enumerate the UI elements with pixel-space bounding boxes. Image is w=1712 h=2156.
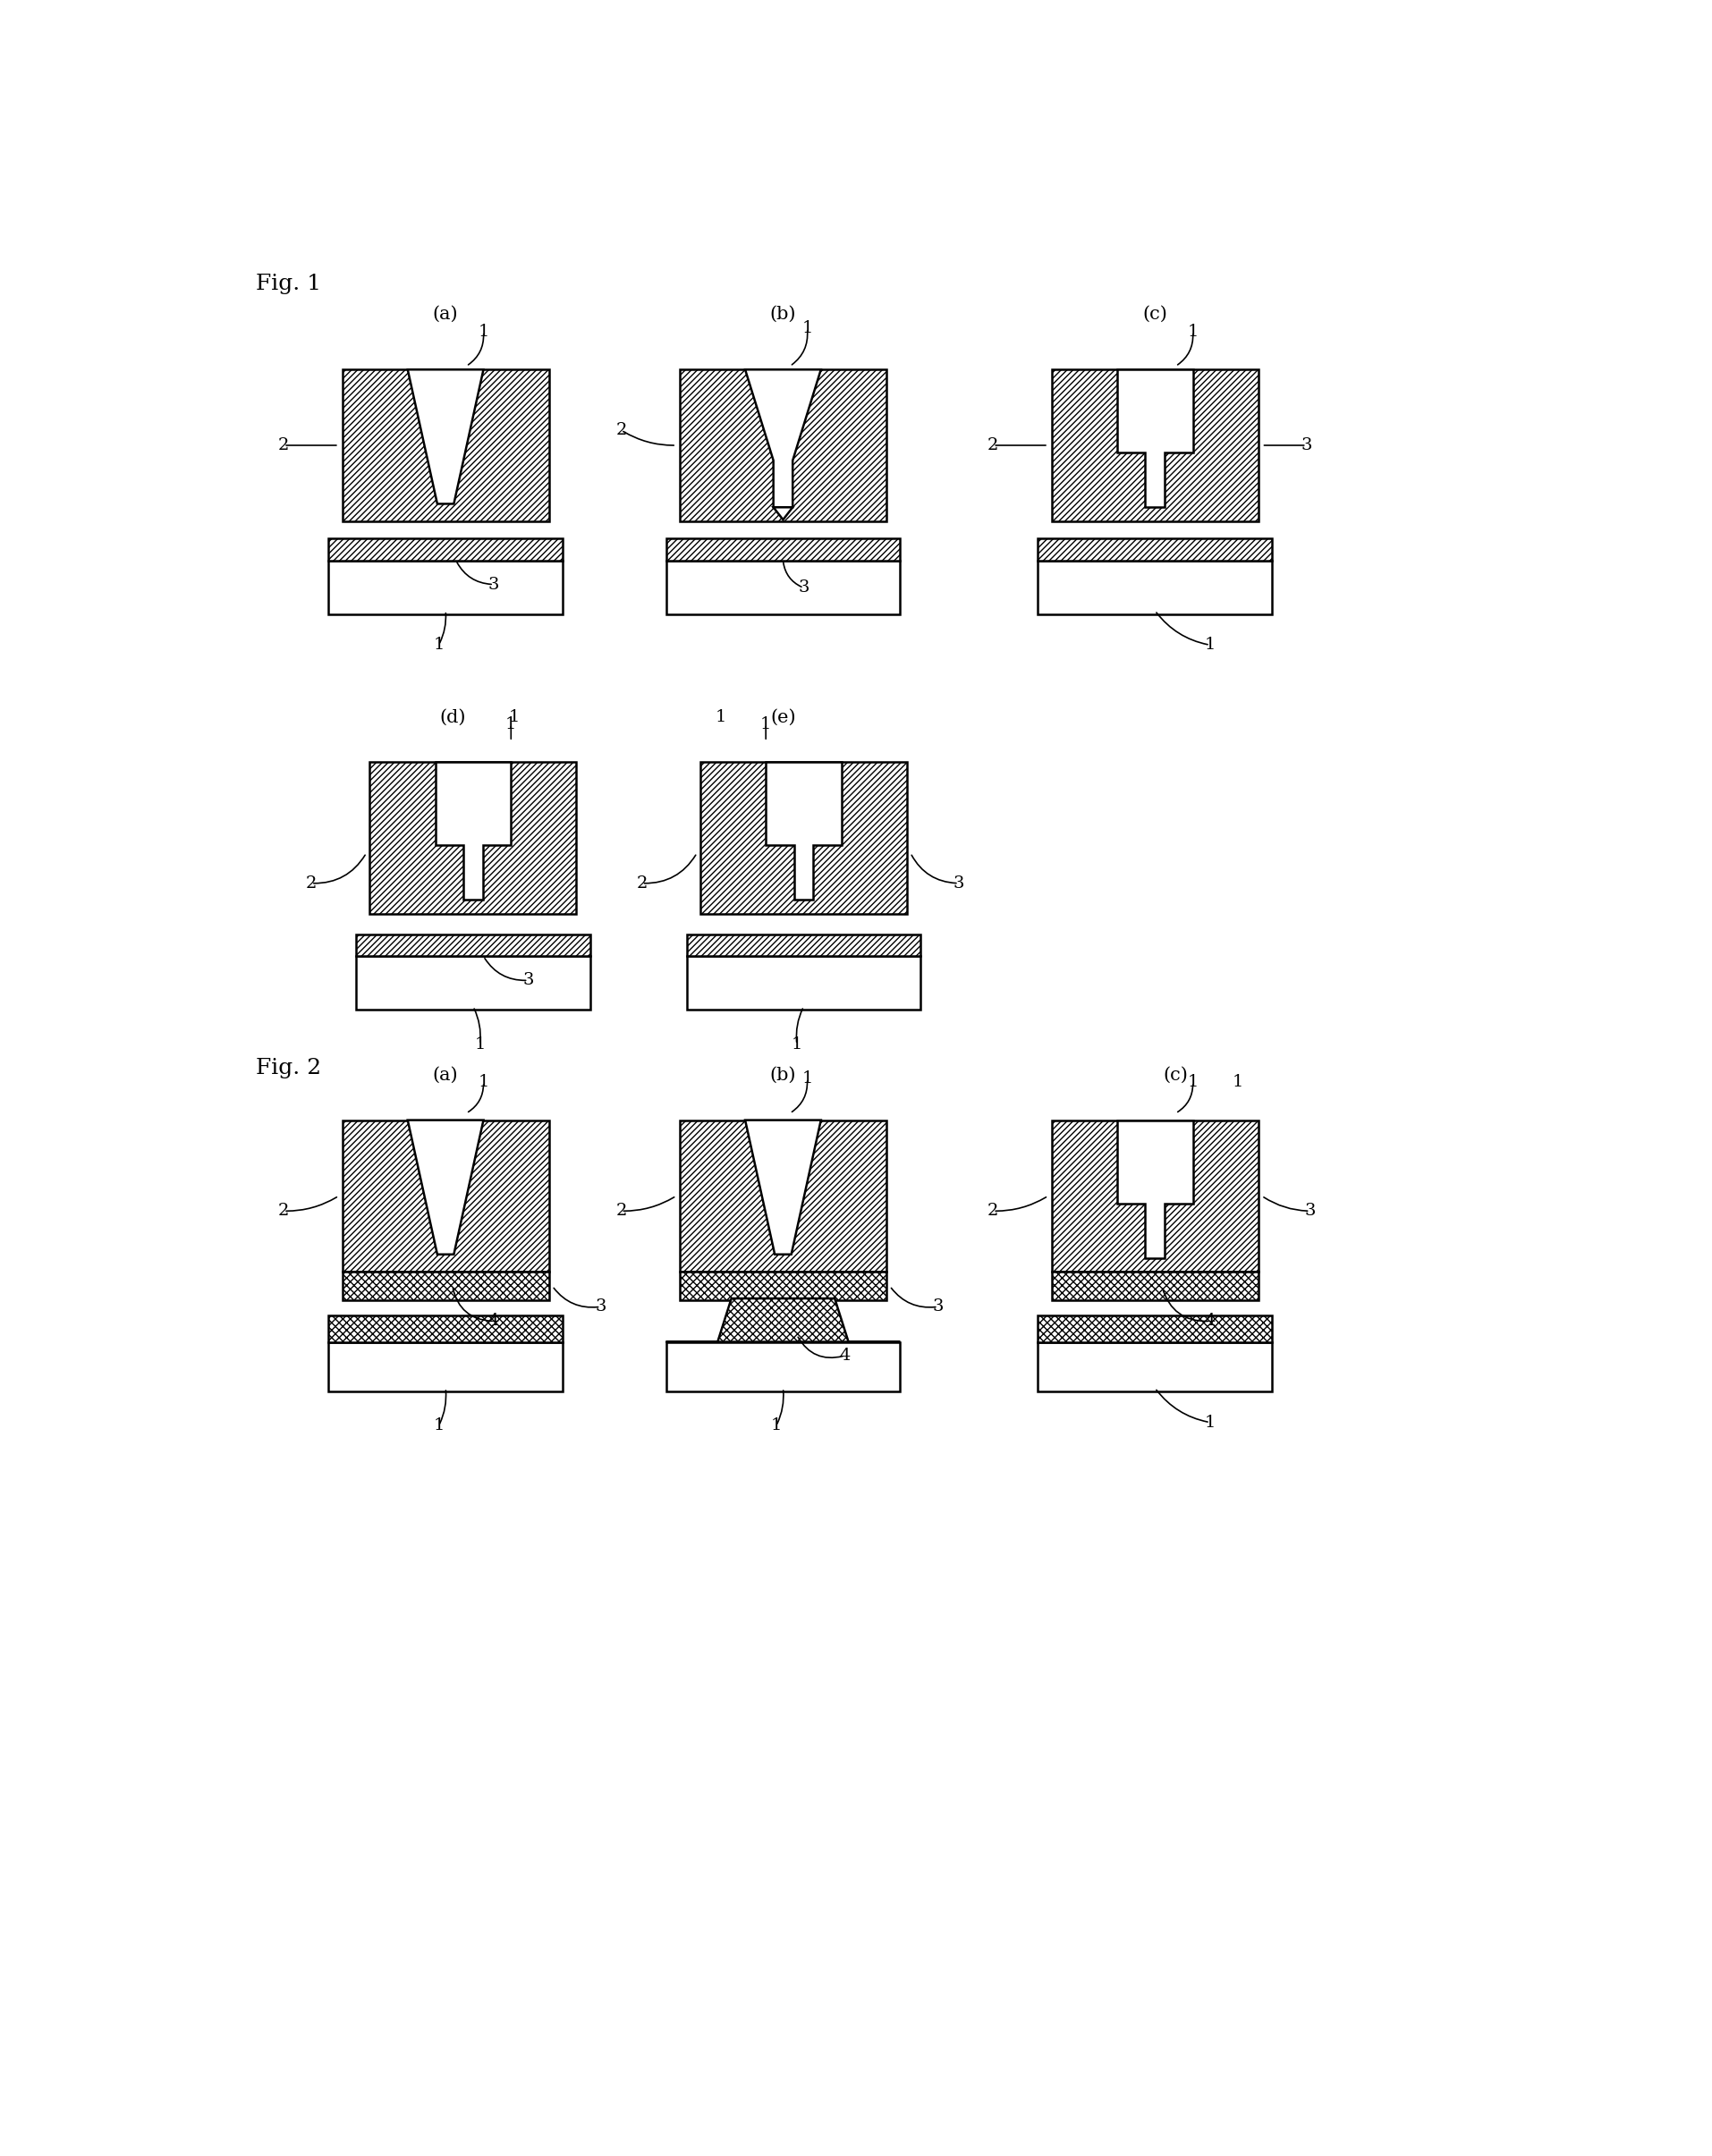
Text: 3: 3 xyxy=(933,1298,943,1315)
Text: 2: 2 xyxy=(616,423,627,438)
Text: 4: 4 xyxy=(839,1348,851,1363)
Text: (c): (c) xyxy=(1162,1067,1188,1084)
Bar xyxy=(680,1272,887,1300)
Text: 1: 1 xyxy=(760,716,772,733)
Text: 1: 1 xyxy=(433,636,443,653)
Bar xyxy=(329,1341,563,1391)
Text: 3: 3 xyxy=(596,1298,606,1315)
Text: 1: 1 xyxy=(478,1074,490,1091)
Text: 1: 1 xyxy=(1205,636,1216,653)
Polygon shape xyxy=(745,1121,822,1255)
Text: (b): (b) xyxy=(770,306,796,323)
Bar xyxy=(680,1121,887,1272)
Bar xyxy=(342,369,550,522)
Polygon shape xyxy=(407,369,483,505)
Bar xyxy=(1051,369,1258,522)
Bar xyxy=(687,934,921,957)
Bar xyxy=(356,957,591,1009)
Text: 1: 1 xyxy=(1188,323,1198,341)
Bar xyxy=(1051,1121,1258,1272)
Text: (a): (a) xyxy=(433,306,459,323)
Polygon shape xyxy=(765,761,842,899)
Text: (c): (c) xyxy=(1142,306,1168,323)
Text: 2: 2 xyxy=(637,875,647,890)
Polygon shape xyxy=(745,369,822,507)
Text: 3: 3 xyxy=(954,875,964,890)
Text: 1: 1 xyxy=(1188,1074,1198,1091)
Text: 2: 2 xyxy=(988,1203,998,1218)
Text: 3: 3 xyxy=(488,576,500,593)
Bar xyxy=(1051,1272,1258,1300)
Text: 2: 2 xyxy=(988,438,998,453)
Text: 1: 1 xyxy=(791,1037,803,1052)
Text: Fig. 2: Fig. 2 xyxy=(257,1059,322,1078)
Text: 3: 3 xyxy=(1301,438,1311,453)
Bar xyxy=(666,561,901,614)
Polygon shape xyxy=(407,1121,483,1255)
Text: 3: 3 xyxy=(522,972,534,987)
Polygon shape xyxy=(774,507,793,520)
Text: 4: 4 xyxy=(1205,1313,1216,1330)
Text: 1: 1 xyxy=(505,716,517,733)
Text: 3: 3 xyxy=(1305,1203,1315,1218)
Text: (d): (d) xyxy=(440,709,466,727)
Text: 1: 1 xyxy=(474,1037,486,1052)
Bar xyxy=(342,1272,550,1300)
Text: 1: 1 xyxy=(716,709,726,724)
Polygon shape xyxy=(666,1298,901,1341)
Bar xyxy=(1037,1341,1272,1391)
Polygon shape xyxy=(435,761,510,899)
Bar xyxy=(680,369,887,522)
Text: 1: 1 xyxy=(1233,1074,1243,1091)
Text: Fig. 1: Fig. 1 xyxy=(257,274,322,293)
Bar xyxy=(1037,1315,1272,1341)
Polygon shape xyxy=(1116,1121,1193,1257)
Bar xyxy=(700,761,907,914)
Bar xyxy=(666,539,901,561)
Text: 2: 2 xyxy=(277,438,289,453)
Bar xyxy=(329,539,563,561)
Polygon shape xyxy=(1116,369,1193,507)
Bar xyxy=(370,761,577,914)
Text: 1: 1 xyxy=(433,1419,443,1434)
Text: 3: 3 xyxy=(798,580,810,595)
Bar xyxy=(342,1121,550,1272)
Bar xyxy=(1037,539,1272,561)
Bar xyxy=(1037,561,1272,614)
Bar xyxy=(666,1341,901,1391)
Text: 1: 1 xyxy=(801,321,813,336)
Bar xyxy=(356,934,591,957)
Bar xyxy=(329,561,563,614)
Text: 1: 1 xyxy=(801,1072,813,1087)
Text: (a): (a) xyxy=(433,1067,459,1084)
Text: (e): (e) xyxy=(770,709,796,727)
Text: 1: 1 xyxy=(770,1419,782,1434)
Text: (b): (b) xyxy=(770,1067,796,1084)
Text: 2: 2 xyxy=(616,1203,627,1218)
Text: 1: 1 xyxy=(1205,1414,1216,1429)
Bar xyxy=(687,957,921,1009)
Text: 1: 1 xyxy=(478,323,490,341)
Bar xyxy=(329,1315,563,1341)
Text: 2: 2 xyxy=(306,875,317,890)
Text: 2: 2 xyxy=(277,1203,289,1218)
Text: 1: 1 xyxy=(508,709,520,724)
Text: 4: 4 xyxy=(488,1313,500,1330)
